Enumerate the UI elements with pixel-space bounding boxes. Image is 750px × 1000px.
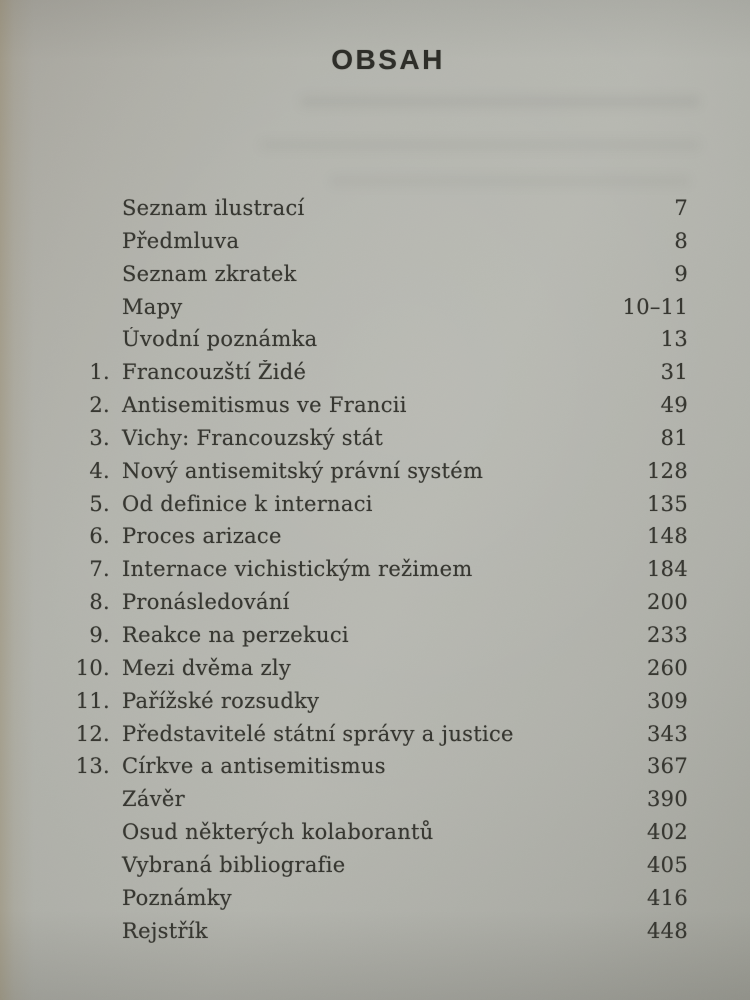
entry-page: 7 (674, 196, 688, 220)
toc-row: Vybraná bibliografie 405 (68, 853, 688, 886)
entry-label: Pronásledování (122, 590, 290, 615)
toc-row: Rejstřík 448 (68, 919, 688, 952)
toc-list: Seznam ilustrací 7 Předmluva 8 Seznam zk… (68, 196, 688, 951)
entry-page: 128 (647, 458, 688, 483)
entry-label: Od definice k internaci (122, 491, 373, 516)
entry-label: Církve a antisemitismus (122, 754, 386, 779)
entry-label: Úvodní poznámka (122, 327, 318, 352)
toc-row: 4. Nový antisemitský právní systém 128 (68, 459, 688, 492)
entry-label: Internace vichistickým režimem (122, 557, 473, 582)
entry-page: 416 (647, 885, 688, 910)
toc-row: 6. Proces arizace 148 (68, 524, 688, 557)
entry-page: 200 (647, 590, 688, 615)
chapter-number: 8. (89, 590, 110, 615)
entry-label: Seznam zkratek (122, 261, 297, 286)
entry-page: 309 (647, 688, 688, 713)
entry-label: Proces arizace (122, 524, 282, 549)
toc-row: 10. Mezi dvěma zly 260 (68, 656, 688, 689)
entry-label: Vybraná bibliografie (122, 852, 346, 877)
chapter-number: 10. (75, 655, 110, 680)
entry-label: Vichy: Francouzský stát (122, 425, 384, 450)
entry-page: 184 (647, 557, 688, 582)
entry-label: Mezi dvěma zly (122, 655, 292, 680)
chapter-number: 9. (89, 622, 110, 647)
chapter-number: 3. (89, 425, 110, 450)
entry-page: 81 (660, 425, 688, 450)
page-title: OBSAH (331, 44, 445, 75)
entry-label: Antisemitismus ve Francii (122, 393, 407, 418)
entry-page: 8 (674, 228, 688, 253)
show-through-smudge (260, 140, 700, 150)
entry-page: 13 (660, 327, 688, 352)
entry-page: 448 (647, 918, 688, 943)
entry-label: Francouzští Židé (122, 360, 307, 385)
entry-page: 148 (647, 524, 688, 549)
chapter-number: 6. (89, 524, 110, 549)
toc-row: Poznámky 416 (68, 886, 688, 919)
toc-row: 13. Církve a antisemitismus 367 (68, 754, 688, 787)
entry-page: 367 (647, 754, 688, 779)
chapter-number: 2. (89, 393, 110, 418)
entry-page: 135 (647, 491, 688, 516)
entry-page: 343 (647, 721, 688, 746)
entry-label: Osud některých kolaborantů (122, 820, 434, 845)
entry-label: Předmluva (122, 228, 240, 253)
toc-row: 8. Pronásledování 200 (68, 590, 688, 623)
chapter-number: 5. (89, 491, 110, 516)
toc-row: 9. Reakce na perzekuci 233 (68, 623, 688, 656)
toc-row: Osud některých kolaborantů 402 (68, 820, 688, 853)
toc-row: 5. Od definice k internaci 135 (68, 492, 688, 525)
toc-row: Mapy 10–11 (68, 295, 688, 328)
show-through-smudge (300, 96, 700, 107)
toc-row: Předmluva 8 (68, 229, 688, 262)
entry-page: 260 (647, 655, 688, 680)
toc-row: 7. Internace vichistickým režimem 184 (68, 557, 688, 590)
entry-label: Reakce na perzekuci (122, 622, 349, 647)
toc-row: Seznam ilustrací 7 (68, 196, 688, 229)
entry-page: 31 (660, 360, 688, 385)
entry-label: Mapy (122, 294, 183, 319)
entry-page: 402 (647, 820, 688, 845)
toc-row: Závěr 390 (68, 787, 688, 820)
entry-label: Rejstřík (122, 918, 208, 943)
toc-row: Úvodní poznámka 13 (68, 327, 688, 360)
chapter-number: 4. (89, 458, 110, 483)
entry-label: Seznam ilustrací (122, 196, 305, 220)
toc-row: Seznam zkratek 9 (68, 262, 688, 295)
show-through-smudge (330, 176, 690, 186)
entry-label: Poznámky (122, 885, 232, 910)
entry-page: 390 (647, 787, 688, 812)
chapter-number: 7. (89, 557, 110, 582)
entry-label: Závěr (122, 787, 185, 812)
entry-label: Nový antisemitský právní systém (122, 458, 484, 483)
entry-label: Představitelé státní správy a justice (122, 721, 514, 746)
toc-row: 1. Francouzští Židé 31 (68, 360, 688, 393)
toc-row: 3. Vichy: Francouzský stát 81 (68, 426, 688, 459)
toc-row: 11. Pařížské rozsudky 309 (68, 689, 688, 722)
chapter-number: 11. (75, 688, 110, 713)
entry-page: 233 (647, 622, 688, 647)
chapter-number: 12. (75, 721, 110, 746)
chapter-number: 13. (75, 754, 110, 779)
entry-label: Pařížské rozsudky (122, 688, 320, 713)
entry-page: 405 (647, 852, 688, 877)
entry-page: 49 (660, 393, 688, 418)
entry-page: 10–11 (622, 294, 688, 319)
entry-page: 9 (674, 261, 688, 286)
toc-row: 12. Představitelé státní správy a justic… (68, 722, 688, 755)
toc-row: 2. Antisemitismus ve Francii 49 (68, 393, 688, 426)
chapter-number: 1. (89, 360, 110, 385)
